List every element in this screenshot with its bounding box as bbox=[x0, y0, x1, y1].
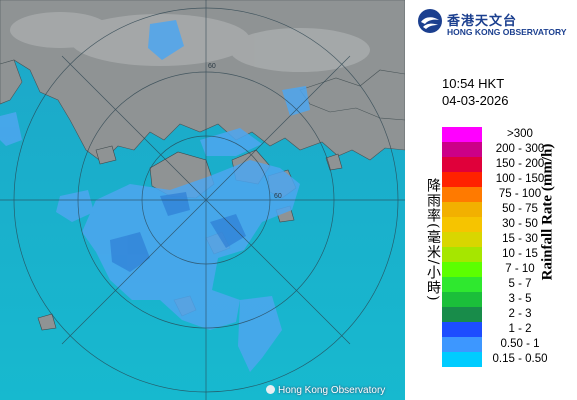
rain-echoes bbox=[0, 20, 310, 372]
legend-swatch bbox=[442, 127, 482, 142]
copyright-notice: Hong Kong Observatory bbox=[266, 385, 385, 396]
legend-label: 75 - 100 bbox=[498, 188, 542, 200]
radar-map: 60 60 Hong Kong Observatory bbox=[0, 0, 405, 400]
legend-label: 7 - 10 bbox=[505, 263, 535, 275]
logo-name-english: HONG KONG OBSERVATORY bbox=[447, 27, 567, 37]
legend-label: 0.50 - 1 bbox=[500, 338, 540, 350]
legend-label: 2 - 3 bbox=[508, 308, 532, 320]
legend-label: 3 - 5 bbox=[508, 293, 532, 305]
legend-title-chinese: 降雨率(毫米/小時) bbox=[425, 178, 441, 302]
legend-label: >300 bbox=[507, 128, 533, 140]
legend-label: 50 - 75 bbox=[502, 203, 538, 215]
legend-swatch bbox=[442, 232, 482, 247]
range-rings bbox=[0, 0, 405, 400]
legend-label: 100 - 150 bbox=[495, 173, 545, 185]
legend-label: 5 - 7 bbox=[508, 278, 532, 290]
legend-swatch bbox=[442, 352, 482, 367]
legend-label: 200 - 300 bbox=[495, 143, 545, 155]
legend-label: 1 - 2 bbox=[508, 323, 532, 335]
legend-swatch bbox=[442, 157, 482, 172]
observatory-logo: 香港天文台 HONG KONG OBSERVATORY bbox=[415, 5, 575, 39]
legend-swatch bbox=[442, 277, 482, 292]
legend-label: 150 - 200 bbox=[495, 158, 545, 170]
legend-label: 15 - 30 bbox=[502, 233, 538, 245]
logo-name-chinese: 香港天文台 bbox=[447, 14, 518, 29]
legend-swatch bbox=[442, 262, 482, 277]
legend-label: 30 - 50 bbox=[502, 218, 538, 230]
legend-swatch bbox=[442, 247, 482, 262]
legend-swatch bbox=[442, 337, 482, 352]
copyright-text: Hong Kong Observatory bbox=[278, 385, 386, 396]
legend-swatch bbox=[442, 322, 482, 337]
legend-swatch bbox=[442, 292, 482, 307]
legend-swatch bbox=[442, 307, 482, 322]
radar-map-canvas: 60 60 bbox=[0, 0, 405, 400]
legend-title-english: Rainfall Rate (mm/h) bbox=[539, 143, 556, 281]
legend-swatch bbox=[442, 217, 482, 232]
legend-swatch bbox=[442, 172, 482, 187]
legend-label: 10 - 15 bbox=[502, 248, 538, 260]
legend-swatch bbox=[442, 202, 482, 217]
range-tick-label: 60 bbox=[208, 63, 216, 70]
legend-label: 0.15 - 0.50 bbox=[492, 353, 548, 365]
observatory-icon bbox=[266, 385, 275, 394]
range-tick-label: 60 bbox=[274, 193, 282, 200]
legend-panel: 香港天文台 HONG KONG OBSERVATORY 10:54 HKT 04… bbox=[405, 0, 577, 400]
legend-swatch bbox=[442, 142, 482, 157]
range-ticks: 60 60 bbox=[208, 63, 282, 200]
observatory-logo-icon bbox=[418, 9, 442, 33]
observation-date: 04-03-2026 bbox=[442, 93, 509, 108]
legend-swatch bbox=[442, 187, 482, 202]
observation-time: 10:54 HKT bbox=[442, 76, 505, 91]
